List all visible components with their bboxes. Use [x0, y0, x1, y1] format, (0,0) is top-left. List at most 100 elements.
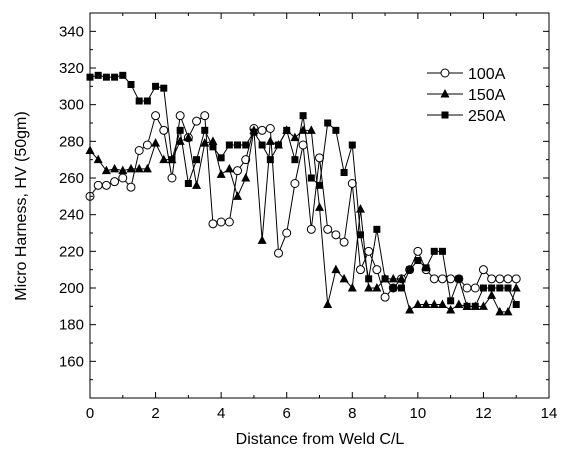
- data-point: [217, 154, 225, 162]
- x-tick-label: 6: [283, 405, 291, 422]
- data-point: [111, 73, 119, 81]
- data-point: [503, 274, 513, 284]
- data-point: [152, 82, 160, 90]
- data-point: [422, 264, 430, 272]
- data-point: [183, 132, 193, 142]
- data-point: [365, 275, 373, 283]
- data-point: [290, 132, 300, 142]
- data-point: [397, 284, 405, 292]
- data-point: [118, 173, 128, 183]
- data-point: [101, 180, 111, 190]
- data-point: [356, 231, 364, 239]
- ticks-layer: 0 2 4 6 8 10 12 14 160 180 200 220 240 260 280 300 320 34…: [59, 13, 557, 422]
- y-tick-label: 280: [59, 133, 84, 150]
- data-point: [438, 247, 446, 255]
- data-point: [200, 138, 210, 147]
- data-point: [209, 143, 217, 151]
- data-point: [119, 71, 127, 79]
- data-point: [233, 191, 243, 200]
- data-point: [406, 266, 414, 274]
- data-point: [455, 275, 463, 283]
- legend-label: 100A: [468, 66, 506, 83]
- data-point: [340, 169, 348, 176]
- data-point: [478, 301, 488, 310]
- data-point: [347, 283, 357, 292]
- data-point: [168, 156, 176, 164]
- data-point: [224, 217, 234, 227]
- data-point: [151, 138, 161, 147]
- data-point: [511, 283, 521, 292]
- x-tick-label: 8: [348, 405, 356, 422]
- y-tick-label: 300: [59, 97, 84, 114]
- data-point: [339, 237, 349, 247]
- data-point: [135, 97, 143, 105]
- data-point: [175, 111, 185, 121]
- data-point: [331, 264, 341, 274]
- data-point: [167, 173, 177, 183]
- y-tick-label: 340: [59, 23, 84, 40]
- data-point: [216, 169, 226, 178]
- data-point: [388, 273, 398, 283]
- data-point: [511, 274, 521, 284]
- data-point: [142, 140, 152, 150]
- data-point: [257, 235, 267, 244]
- y-axis-title: Micro Harness, HV (50gm): [13, 111, 30, 300]
- data-point: [142, 163, 152, 173]
- data-point: [437, 274, 447, 284]
- data-point: [495, 306, 505, 316]
- data-point: [323, 299, 333, 308]
- data-point: [372, 265, 382, 275]
- data-point: [389, 284, 397, 292]
- data-point: [275, 141, 283, 149]
- data-point: [298, 140, 308, 150]
- legend-marker: [440, 89, 450, 98]
- data-point: [421, 299, 431, 308]
- data-point: [372, 283, 382, 292]
- data-point: [151, 111, 161, 121]
- data-point: [265, 136, 275, 145]
- data-point: [282, 228, 292, 238]
- data-point: [159, 154, 169, 164]
- x-tick-label: 14: [541, 405, 558, 422]
- data-point: [463, 302, 471, 310]
- data-point: [127, 81, 135, 88]
- data-point: [143, 97, 151, 105]
- data-point: [241, 173, 251, 182]
- data-point: [429, 299, 439, 308]
- data-point: [291, 156, 299, 164]
- data-point: [324, 119, 332, 127]
- data-point: [118, 165, 128, 175]
- series-layer: [85, 71, 521, 316]
- data-point: [192, 180, 202, 189]
- data-point: [316, 181, 323, 189]
- data-point: [348, 141, 356, 149]
- x-tick-label: 4: [217, 405, 225, 422]
- data-point: [134, 163, 144, 173]
- data-point: [430, 247, 438, 255]
- data-point: [504, 284, 512, 292]
- x-axis-title: Distance from Weld C/L: [236, 431, 405, 448]
- data-point: [192, 116, 202, 126]
- x-tick-label: 0: [86, 405, 94, 422]
- y-tick-label: 260: [59, 170, 84, 187]
- data-point: [110, 163, 120, 173]
- data-point: [437, 299, 447, 308]
- data-point: [339, 273, 349, 283]
- data-point: [487, 290, 497, 299]
- legend: 100A 150A 250A: [427, 66, 506, 125]
- data-point: [283, 126, 291, 134]
- data-point: [306, 224, 316, 234]
- data-point: [160, 84, 168, 92]
- data-point: [299, 112, 307, 120]
- data-point: [380, 292, 390, 302]
- data-point: [447, 297, 455, 305]
- data-point: [176, 126, 184, 134]
- data-point: [471, 302, 479, 310]
- data-point: [413, 246, 423, 256]
- legend-marker: [440, 68, 450, 78]
- data-point: [373, 225, 381, 233]
- data-point: [93, 154, 103, 164]
- data-point: [405, 305, 415, 314]
